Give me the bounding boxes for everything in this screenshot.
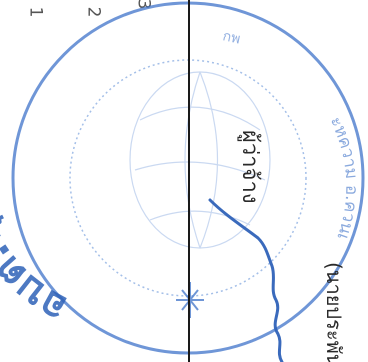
vertical-rule	[188, 0, 190, 362]
signatory-name: (นายประพัน)	[322, 262, 346, 362]
seal-text-side: กพ	[221, 28, 242, 47]
employer-label: ผู้ว่าจ้าง	[237, 130, 262, 204]
seal-emblem	[129, 71, 271, 249]
seal-text-top: อบต.ทุ่งลาน	[0, 118, 75, 332]
signature-stroke	[208, 198, 284, 362]
seal-ornament	[176, 282, 204, 318]
